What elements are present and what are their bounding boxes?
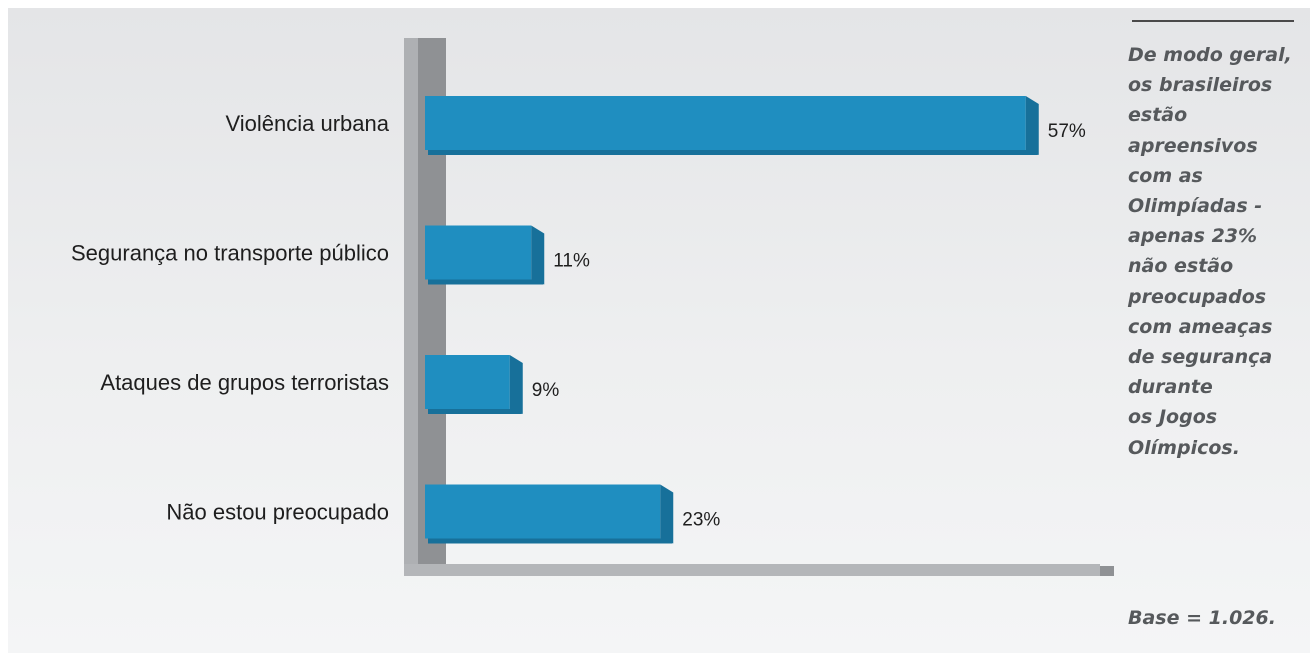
bar-end-ataques-de-grupos-terroristas [509, 355, 523, 414]
category-label-seguranca-no-transporte-publico: Segurança no transporte público [71, 241, 389, 266]
bar-underside-ataques-de-grupos-terroristas [428, 409, 522, 414]
bar-violencia-urbana [425, 96, 1026, 150]
bar-end-seguranca-no-transporte-publico [531, 225, 545, 285]
bar-seguranca-no-transporte-publico [425, 225, 532, 280]
bar-underside-nao-estou-preocupado [428, 538, 673, 544]
bar-nao-estou-preocupado [425, 484, 661, 539]
bar-underside-violencia-urbana [428, 150, 1038, 155]
caption-divider [1132, 20, 1294, 22]
value-label-seguranca-no-transporte-publico: 11% [553, 251, 590, 272]
x-axis-floor-cap [1100, 566, 1114, 576]
category-label-violencia-urbana: Violência urbana [226, 111, 390, 136]
y-axis-wall-light [404, 38, 418, 576]
value-label-ataques-de-grupos-terroristas: 9% [532, 380, 560, 401]
bar-ataques-de-grupos-terroristas [425, 355, 510, 409]
base-note: Base = 1.026. [1128, 607, 1276, 629]
caption-text: De modo geral, os brasileiros estão apre… [1128, 44, 1292, 459]
x-axis-floor [404, 564, 1100, 576]
bar-end-nao-estou-preocupado [660, 484, 674, 544]
bar-end-violencia-urbana [1025, 96, 1039, 155]
bar-underside-seguranca-no-transporte-publico [428, 279, 544, 285]
category-label-ataques-de-grupos-terroristas: Ataques de grupos terroristas [100, 370, 389, 395]
value-label-violencia-urbana: 57% [1048, 121, 1086, 142]
labels: Violência urbana 57% Segurança no transpor… [71, 111, 1086, 531]
category-label-nao-estou-preocupado: Não estou preocupado [166, 500, 389, 525]
bars [425, 96, 1039, 544]
value-label-nao-estou-preocupado: 23% [682, 510, 720, 531]
